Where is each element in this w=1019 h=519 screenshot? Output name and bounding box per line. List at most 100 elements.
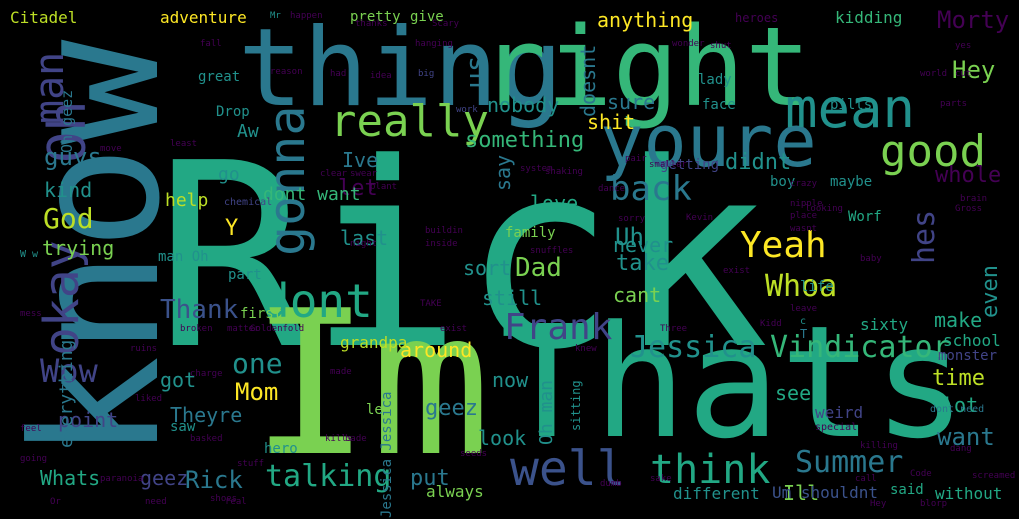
word: shut	[710, 41, 732, 51]
word: see	[775, 381, 812, 405]
word: parts	[940, 99, 968, 109]
word: Three	[660, 324, 688, 334]
word: anything	[597, 8, 694, 32]
word: knew	[575, 344, 597, 354]
word: Im	[250, 268, 491, 501]
word: sixty	[860, 315, 909, 334]
word: TAKE	[420, 299, 442, 309]
word: big	[418, 69, 435, 79]
word: make	[934, 308, 983, 332]
word: kind	[44, 178, 93, 202]
word: still	[482, 286, 543, 310]
word: feel	[20, 424, 42, 434]
word: want	[937, 423, 995, 451]
word: maybe	[830, 174, 873, 190]
word: wonder	[672, 39, 705, 49]
word: look	[478, 426, 527, 450]
word: talking	[265, 459, 392, 494]
word: kidding	[835, 8, 903, 27]
word: liked	[135, 394, 163, 404]
word: Wow	[40, 352, 98, 390]
word: sorry	[618, 214, 646, 224]
word: let	[338, 176, 378, 201]
word: Dad	[515, 253, 562, 283]
word: idea	[370, 71, 392, 81]
word: Scary	[432, 19, 460, 29]
word: Theyre	[170, 403, 243, 427]
word: good	[880, 126, 986, 177]
word: real	[225, 497, 247, 507]
word: chemical	[224, 197, 273, 208]
word: lady	[698, 72, 732, 88]
word: always	[426, 482, 484, 501]
word: snuffles	[530, 246, 574, 256]
word: adventure	[160, 8, 247, 27]
word: heroes	[735, 11, 779, 25]
word: dang	[950, 444, 972, 454]
word: Kidd	[760, 319, 782, 329]
word: night	[350, 239, 378, 249]
word: cut	[955, 69, 972, 79]
word: nobody	[487, 93, 560, 117]
word: screamed	[972, 471, 1016, 481]
word: special	[815, 422, 858, 433]
word: Morty	[937, 6, 1010, 34]
word: blorp	[920, 499, 948, 509]
word: need	[145, 497, 167, 507]
word: fall	[200, 39, 222, 49]
word: leave	[790, 304, 818, 314]
word: gonna	[258, 105, 316, 256]
word: God	[43, 202, 94, 235]
word: pretty	[350, 9, 401, 25]
word: said	[890, 482, 924, 498]
word: take	[616, 251, 669, 276]
word: Vindicator	[770, 330, 951, 365]
word: go	[218, 164, 240, 185]
word: leg	[366, 402, 392, 418]
word: time	[932, 366, 985, 391]
word: help	[165, 190, 209, 211]
word: guys	[44, 143, 102, 171]
word: happen	[290, 11, 323, 21]
word: boy	[770, 174, 796, 190]
word: great	[198, 69, 241, 85]
word: really	[330, 96, 489, 147]
word: one	[232, 347, 283, 380]
word: buildin	[425, 226, 463, 236]
word: nipple	[790, 199, 823, 209]
word: lot	[942, 393, 979, 417]
word: yes	[955, 41, 972, 51]
word: Citadel	[10, 8, 78, 27]
word: getting	[660, 157, 720, 173]
word: monster	[938, 348, 998, 364]
word: plant	[370, 182, 398, 192]
word: Code	[910, 469, 932, 479]
word: broken	[180, 324, 213, 334]
word: whole	[935, 163, 1002, 188]
word: Oh man	[536, 379, 557, 445]
word: ruins	[130, 344, 158, 354]
word: cant	[613, 283, 662, 307]
word: move	[100, 144, 122, 154]
word: different	[673, 484, 760, 503]
word: Hey	[870, 499, 887, 509]
word: first	[240, 306, 283, 322]
word: even	[978, 265, 1003, 318]
word: system	[520, 164, 553, 174]
word: smaller	[649, 160, 687, 170]
word: Mr	[270, 11, 281, 21]
word: Goldenfold	[250, 324, 305, 334]
word: face	[702, 97, 736, 113]
word: man Oh	[158, 249, 209, 265]
word: Kevin	[686, 213, 714, 223]
word: school	[943, 331, 1001, 350]
word: trying	[42, 236, 115, 260]
word: looking	[805, 204, 843, 214]
word: Rick	[155, 109, 770, 406]
word: shit	[587, 110, 636, 134]
word: dumb	[600, 479, 622, 489]
word: sitting	[569, 380, 583, 431]
word: killing	[860, 441, 898, 451]
word: doesnt	[576, 44, 600, 117]
